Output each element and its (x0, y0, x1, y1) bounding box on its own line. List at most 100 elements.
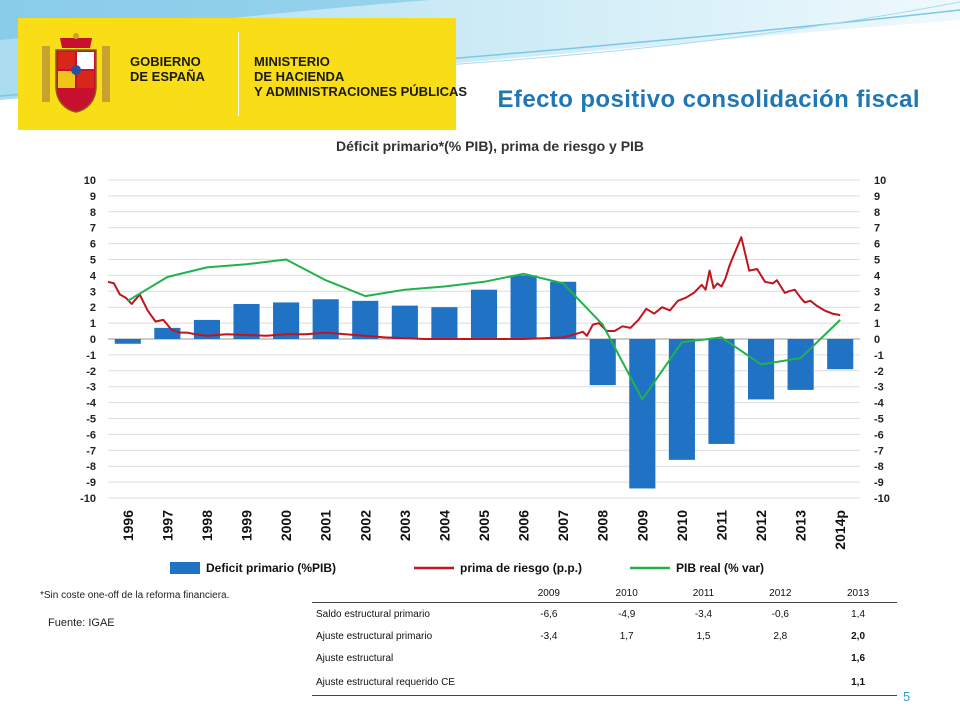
x-tick-label: 2012 (753, 510, 769, 541)
x-tick-label: 2000 (278, 510, 294, 541)
table-row: Ajuste estructural primario -3,4 1,7 1,5 2,8… (312, 625, 897, 647)
combo-chart: 10 109 98 87 76 65 54 43 32 21 10 0-1 -1-2 -2-3 -3-4 -4… (80, 175, 890, 575)
government-name: GOBIERNO DE ESPAÑA (130, 54, 205, 84)
table-row-label: Ajuste estructural requerido CE (312, 669, 510, 696)
risk-premium-line (107, 236, 841, 340)
y-tick-label-right: -9 (874, 477, 884, 489)
legend-bar-swatch (170, 562, 200, 574)
y-tick-label-left: 0 (90, 334, 96, 346)
y-tick-label-left: 2 (90, 302, 96, 314)
bar-2009 (629, 339, 656, 489)
table-row: Ajuste estructural requerido CE 1,1 (312, 669, 897, 696)
y-tick-label-left: -5 (86, 414, 96, 426)
y-tick-label-left: 4 (90, 270, 97, 282)
table-cell (510, 647, 588, 669)
y-tick-label-left: -3 (86, 382, 96, 394)
table-header-cell: 2013 (819, 585, 897, 603)
bar-2003 (391, 305, 418, 339)
table-cell: 2,8 (773, 630, 788, 642)
table-row-label: Ajuste estructural (316, 652, 394, 664)
x-tick-label: 1997 (159, 510, 175, 541)
bar-2008 (589, 339, 616, 386)
x-tick-label: 1996 (120, 510, 136, 541)
chart-title: Déficit primario*(% PIB), prima de riesg… (335, 138, 645, 154)
bar-2005 (470, 289, 498, 339)
y-tick-label-left: -10 (80, 493, 96, 505)
y-tick-label-right: 6 (874, 239, 880, 251)
page-number: 5 (903, 689, 911, 704)
y-tick-label-right: -5 (874, 414, 884, 426)
y-tick-label-left: 7 (90, 223, 96, 235)
y-tick-label-left: 6 (90, 239, 96, 251)
x-tick-label: 2007 (555, 510, 571, 541)
y-tick-label-left: -9 (86, 477, 96, 489)
y-tick-label-right: -1 (874, 350, 884, 362)
table-cell (588, 647, 666, 669)
y-tick-label-left: -2 (86, 366, 96, 378)
bar-2004 (431, 307, 458, 339)
table-header-cell: 2010 (587, 585, 666, 603)
y-tick-label-right: 0 (874, 334, 880, 346)
table-row-label: Ajuste estructural primario (316, 630, 433, 642)
table-header-cell: 2012 (741, 585, 820, 603)
y-tick-label-right: -7 (874, 445, 884, 457)
y-tick-label-left: 9 (90, 191, 96, 203)
y-tick-label-right: 1 (874, 318, 880, 330)
table-cell: 2,0 (851, 630, 866, 642)
bar-1997 (154, 327, 181, 339)
table-cell: -0,6 (771, 608, 789, 620)
bar-2014p (827, 339, 854, 370)
table-header-cell (312, 585, 510, 603)
y-tick-label-left: 3 (90, 286, 96, 298)
table-cell: -3,4 (540, 630, 558, 642)
y-tick-label-right: 8 (874, 207, 880, 219)
legend-label-risk: prima de riesgo (p.p.) (460, 561, 582, 575)
x-tick-label: 2005 (476, 510, 492, 541)
y-tick-label-left: -1 (86, 350, 96, 362)
x-tick-label: 2003 (397, 510, 413, 541)
table-cell: 1,1 (819, 669, 897, 696)
government-logo: GOBIERNO DE ESPAÑA MINISTERIO DE HACIEND… (18, 18, 467, 130)
y-tick-label-right: 2 (874, 302, 880, 314)
table-cell (666, 647, 742, 669)
bar-2000 (273, 302, 300, 339)
table-cell (741, 647, 819, 669)
y-tick-label-right: 7 (874, 223, 880, 235)
y-tick-label-right: -10 (874, 493, 890, 505)
fiscal-table: 2009 2010 2011 2012 2013 Saldo estructural pr… (312, 585, 897, 696)
table-cell: 1,4 (851, 608, 866, 620)
y-tick-label-right: -4 (874, 398, 885, 410)
logo-divider (238, 32, 239, 116)
table-row-label: Saldo estructural primario (316, 608, 430, 620)
x-tick-label: 1998 (199, 510, 215, 541)
y-tick-label-right: -6 (874, 429, 884, 441)
y-tick-label-left: 5 (90, 255, 96, 267)
x-tick-label: 2009 (634, 510, 650, 541)
table-cell (741, 669, 820, 696)
bar-2012 (747, 339, 775, 400)
y-tick-label-left: 10 (84, 175, 96, 187)
x-tick-label: 2004 (436, 510, 452, 541)
footnote: *Sin coste one-off de la reforma financi… (40, 590, 230, 601)
x-tick-label: 2013 (793, 510, 809, 541)
y-tick-label-right: 9 (874, 191, 880, 203)
bar-2013 (787, 339, 814, 390)
table-cell: -3,4 (694, 608, 713, 620)
table-cell: -6,6 (540, 608, 558, 620)
x-tick-label: 2008 (595, 510, 611, 541)
y-tick-label-right: -8 (874, 461, 884, 473)
bar-2002 (352, 300, 379, 339)
y-tick-label-right: 5 (874, 255, 880, 267)
y-tick-label-right: 4 (874, 270, 881, 282)
bar-2006 (510, 275, 537, 339)
slide-title: Efecto positivo consolidación fiscal (497, 86, 920, 113)
y-tick-label-right: 3 (874, 286, 880, 298)
table-header-cell: 2011 (665, 585, 742, 603)
x-tick-label: 2006 (516, 510, 532, 541)
table-cell (665, 669, 742, 696)
y-tick-label-left: 1 (90, 318, 96, 330)
ministry-name: MINISTERIO DE HACIENDA Y ADMINISTRACIONE… (254, 54, 468, 99)
y-tick-label-left: -4 (86, 398, 97, 410)
x-tick-label: 2011 (713, 510, 729, 541)
source-note: Fuente: IGAE (48, 617, 115, 629)
